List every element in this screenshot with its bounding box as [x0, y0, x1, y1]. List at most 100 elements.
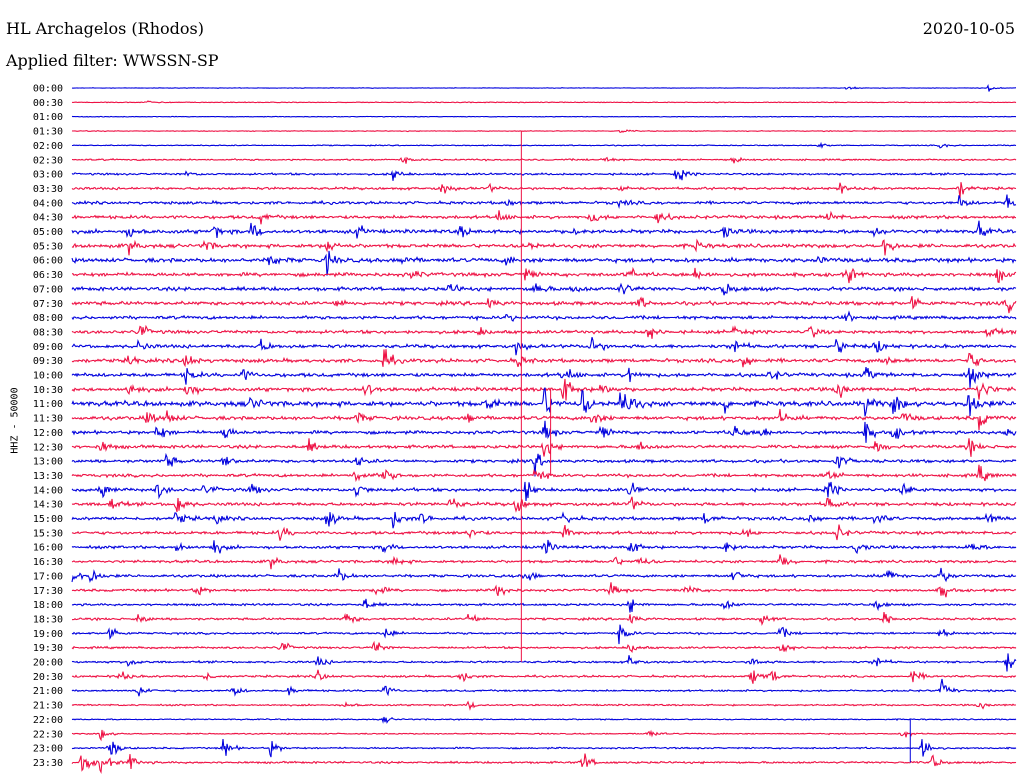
tick-label: 04:00 [33, 198, 63, 209]
trace-line [71, 238, 1017, 256]
trace-line [71, 653, 1017, 672]
tick-label: 05:00 [33, 227, 63, 238]
trace-line [71, 337, 1017, 356]
trace-line [71, 324, 1017, 339]
trace-line [71, 266, 1017, 284]
tick-label: 06:00 [33, 256, 63, 267]
tick-label: 03:00 [33, 170, 63, 181]
tick-label: 18:30 [33, 614, 63, 625]
tick-label: 13:30 [33, 471, 63, 482]
tick-label: 03:30 [33, 184, 63, 195]
tick-label: 01:00 [33, 112, 63, 123]
trace-line [71, 220, 1017, 239]
trace-line [71, 182, 1017, 199]
trace-line [71, 612, 1017, 627]
tick-label: 08:00 [33, 313, 63, 324]
tick-label: 09:00 [33, 342, 63, 353]
trace-line [71, 129, 1017, 133]
trace-line [71, 310, 1017, 323]
tick-label: 09:30 [33, 356, 63, 367]
station-title: HL Archagelos (Rhodos) [6, 19, 204, 38]
tick-label: 19:00 [33, 629, 63, 640]
tick-label-group: 00:00 00:30 01:00 01:30 02:00 02:30 03:00 03:30… [33, 84, 63, 769]
trace-line [71, 83, 1016, 92]
tick-label: 20:00 [33, 658, 63, 669]
trace-line [71, 367, 1017, 389]
trace-line [71, 524, 1017, 541]
tick-label: 06:30 [33, 270, 63, 281]
tick-label: 17:30 [33, 586, 63, 597]
trace-line [71, 452, 1017, 477]
trace-line [71, 296, 1017, 314]
trace-line [71, 511, 1017, 529]
trace-line [71, 250, 1017, 276]
tick-label: 23:00 [33, 744, 63, 755]
trace-line [71, 567, 1017, 584]
tick-label: 08:30 [33, 327, 63, 338]
trace-line [71, 554, 1017, 570]
trace-line [71, 282, 1017, 296]
tick-label: 16:00 [33, 543, 63, 554]
tick-label: 02:00 [33, 141, 63, 152]
tick-label: 22:30 [33, 729, 63, 740]
tick-label: 22:00 [33, 715, 63, 726]
trace-line [71, 100, 1017, 104]
trace-line [71, 539, 1017, 555]
tick-label: 18:00 [33, 600, 63, 611]
tick-label: 19:30 [33, 643, 63, 654]
trace-line [71, 210, 1017, 225]
trace-line [71, 387, 1017, 417]
tick-label: 11:30 [33, 414, 63, 425]
trace-line [71, 716, 1017, 724]
trace-line [71, 349, 1017, 368]
trace-line [71, 481, 1017, 502]
tick-label: 12:00 [33, 428, 63, 439]
trace-line [71, 669, 1017, 684]
tick-label: 17:00 [33, 571, 63, 582]
trace-line [71, 700, 1016, 711]
trace-line [71, 464, 1017, 483]
tick-label: 07:00 [33, 284, 63, 295]
tick-label: 00:00 [33, 84, 63, 95]
trace-line [71, 753, 1017, 775]
trace-line [71, 582, 1017, 598]
trace-line [71, 739, 1017, 758]
trace-line [71, 156, 1017, 164]
tick-label: 15:30 [33, 528, 63, 539]
filter-label: Applied filter: WWSSN-SP [6, 51, 219, 70]
tick-label: 01:30 [33, 127, 63, 138]
tick-label: 21:00 [33, 686, 63, 697]
trace-line [71, 678, 1017, 697]
tick-label: 16:30 [33, 557, 63, 568]
tick-label: 14:00 [33, 485, 63, 496]
trace-line [71, 420, 1017, 443]
trace-line [71, 115, 1017, 118]
tick-label: 20:30 [33, 672, 63, 683]
trace-line [71, 170, 1016, 181]
trace-line [71, 496, 1017, 513]
trace-line [71, 194, 1017, 209]
trace-line [71, 408, 1017, 431]
tick-label: 11:00 [33, 399, 63, 410]
tick-label: 05:30 [33, 241, 63, 252]
tick-label: 23:30 [33, 758, 63, 769]
tick-label: 02:30 [33, 155, 63, 166]
tick-label: 14:30 [33, 500, 63, 511]
trace-group [71, 83, 1017, 775]
trace-line [71, 598, 1017, 613]
tick-label: 00:30 [33, 98, 63, 109]
record-date: 2020-10-05 [922, 19, 1015, 38]
tick-label: 10:00 [33, 371, 63, 382]
tick-label: 04:30 [33, 213, 63, 224]
trace-line [71, 640, 1017, 653]
tick-label: 07:30 [33, 299, 63, 310]
trace-line [71, 624, 1017, 645]
trace-line [71, 438, 1017, 457]
tick-label: 21:30 [33, 701, 63, 712]
tick-label: 12:30 [33, 442, 63, 453]
trace-line [71, 729, 1017, 742]
tick-label: 13:00 [33, 457, 63, 468]
tick-label: 15:00 [33, 514, 63, 525]
trace-line [71, 141, 1017, 149]
